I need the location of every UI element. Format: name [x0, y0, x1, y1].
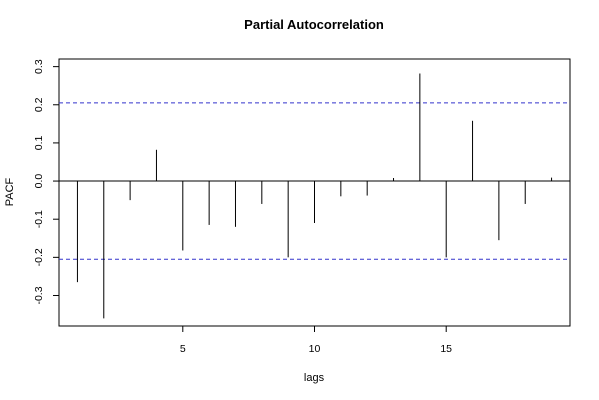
x-tick-label-15: 15: [440, 343, 452, 355]
y-tick-label-5: 0.2: [33, 97, 45, 112]
x-tick-label-10: 10: [309, 343, 321, 355]
chart-marks: 5 10 15 -0.3 -0.2 -0.1 0.0 0.1 0.2 0.3: [33, 59, 570, 355]
chart-title: Partial Autocorrelation: [244, 17, 384, 32]
x-axis-label: lags: [304, 372, 325, 384]
y-tick-label-2: -0.1: [33, 210, 45, 228]
y-tick-label-1: -0.2: [33, 248, 45, 266]
y-tick-label-4: 0.1: [33, 135, 45, 150]
x-tick-label-5: 5: [180, 343, 186, 355]
y-axis-label: PACF: [4, 177, 16, 206]
y-tick-label-3: 0.0: [33, 174, 45, 189]
y-tick-label-6: 0.3: [33, 59, 45, 74]
y-tick-label-0: -0.3: [33, 286, 45, 304]
